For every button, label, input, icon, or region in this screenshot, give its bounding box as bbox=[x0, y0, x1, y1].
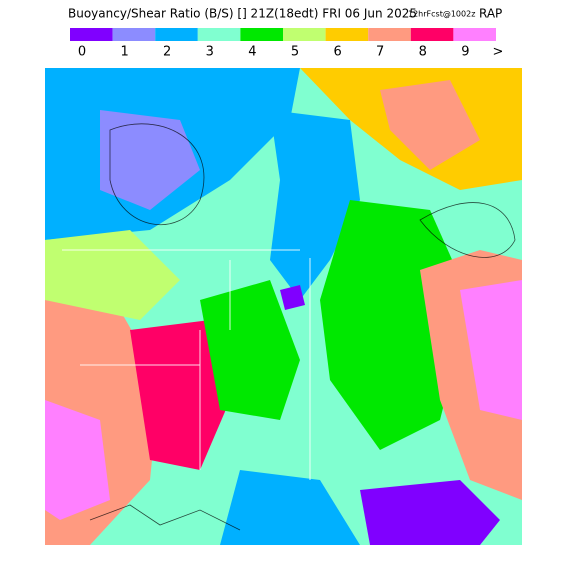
legend-swatch bbox=[368, 28, 411, 41]
legend-label: 6 bbox=[333, 45, 341, 60]
legend-swatch bbox=[197, 28, 241, 41]
legend-label: 9 bbox=[461, 45, 469, 60]
legend-label: 1 bbox=[120, 45, 128, 60]
forecast-label: 12hrFcst@1002z bbox=[408, 10, 475, 19]
legend-swatch bbox=[325, 28, 369, 41]
legend-overflow: > bbox=[493, 45, 504, 60]
legend-label: 4 bbox=[248, 45, 256, 60]
map bbox=[45, 68, 522, 545]
title: Buoyancy/Shear Ratio (B/S) [] 21Z(18edt)… bbox=[68, 7, 417, 21]
legend-swatch bbox=[410, 28, 454, 41]
legend-swatch bbox=[453, 28, 496, 41]
legend-swatch bbox=[112, 28, 156, 41]
legend-label: 8 bbox=[419, 45, 427, 60]
legend-label: 2 bbox=[163, 45, 171, 60]
legend-label: 3 bbox=[206, 45, 214, 60]
legend-label: 7 bbox=[376, 45, 384, 60]
legend-swatch bbox=[155, 28, 198, 41]
legend-label: 0 bbox=[78, 45, 86, 60]
legend-swatch bbox=[240, 28, 283, 41]
legend: 0 1 2 3 4 5 6 7 8 9 > bbox=[70, 28, 503, 60]
legend-swatch bbox=[70, 28, 113, 41]
legend-label: 5 bbox=[291, 45, 299, 60]
model-label: RAP bbox=[479, 7, 502, 21]
legend-swatch bbox=[283, 28, 326, 41]
